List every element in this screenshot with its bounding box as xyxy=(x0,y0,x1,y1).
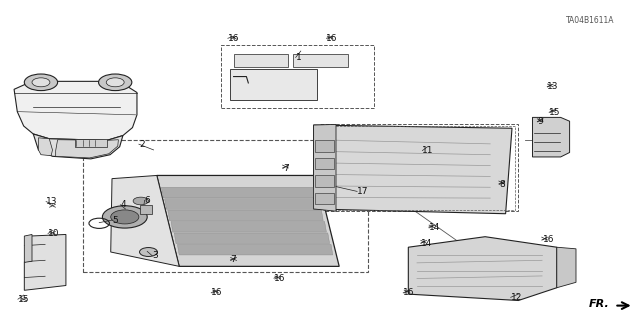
Text: 12: 12 xyxy=(511,293,522,302)
Polygon shape xyxy=(164,199,320,209)
Text: 15: 15 xyxy=(549,108,561,117)
Polygon shape xyxy=(140,205,152,214)
Text: 8: 8 xyxy=(499,180,505,189)
Bar xyxy=(315,193,334,204)
Bar xyxy=(315,140,334,152)
Bar xyxy=(293,54,348,67)
Polygon shape xyxy=(557,247,576,288)
Bar xyxy=(320,124,518,211)
Circle shape xyxy=(24,74,58,91)
Circle shape xyxy=(140,248,157,256)
Polygon shape xyxy=(174,233,330,243)
Text: 13: 13 xyxy=(547,82,559,91)
Text: 14: 14 xyxy=(429,223,440,232)
Text: FR.: FR. xyxy=(589,299,609,309)
Text: 16: 16 xyxy=(543,235,554,244)
Text: 16: 16 xyxy=(326,34,338,43)
Polygon shape xyxy=(157,175,339,266)
Polygon shape xyxy=(161,187,317,198)
Polygon shape xyxy=(33,134,123,159)
Text: 16: 16 xyxy=(211,288,223,297)
Polygon shape xyxy=(24,234,66,290)
Circle shape xyxy=(32,78,50,87)
Polygon shape xyxy=(14,81,137,140)
Polygon shape xyxy=(56,140,118,158)
Text: 7: 7 xyxy=(230,256,236,264)
Text: 16: 16 xyxy=(274,274,285,283)
Text: 11: 11 xyxy=(422,146,434,155)
Text: 17: 17 xyxy=(357,187,369,196)
Circle shape xyxy=(99,74,132,91)
Text: 4: 4 xyxy=(120,200,126,209)
Text: 16: 16 xyxy=(403,288,415,297)
Text: 15: 15 xyxy=(18,295,29,304)
Circle shape xyxy=(133,197,148,205)
Text: 6: 6 xyxy=(145,196,150,205)
Text: TA04B1611A: TA04B1611A xyxy=(566,16,614,25)
Bar xyxy=(234,54,288,67)
Polygon shape xyxy=(314,125,512,214)
Circle shape xyxy=(102,206,147,228)
Polygon shape xyxy=(111,175,179,266)
Polygon shape xyxy=(408,237,557,300)
Text: 7: 7 xyxy=(283,164,289,173)
Text: 14: 14 xyxy=(421,239,433,248)
Bar xyxy=(83,140,368,272)
Bar xyxy=(315,158,334,169)
Bar xyxy=(230,69,317,100)
Polygon shape xyxy=(532,117,570,157)
Bar xyxy=(315,175,334,187)
Polygon shape xyxy=(177,244,333,255)
Bar xyxy=(323,126,515,210)
Polygon shape xyxy=(314,124,336,211)
Text: 9: 9 xyxy=(538,117,543,126)
Text: 5: 5 xyxy=(112,216,118,225)
Circle shape xyxy=(106,78,124,87)
Polygon shape xyxy=(24,234,32,262)
Text: 1: 1 xyxy=(296,53,301,62)
Polygon shape xyxy=(38,138,52,156)
Text: 13: 13 xyxy=(46,197,58,206)
Bar xyxy=(75,139,107,147)
Text: 3: 3 xyxy=(152,251,158,260)
Polygon shape xyxy=(171,222,326,232)
Polygon shape xyxy=(168,210,323,221)
Text: 16: 16 xyxy=(228,34,239,43)
Circle shape xyxy=(111,210,139,224)
Bar xyxy=(221,45,374,108)
Text: 10: 10 xyxy=(48,229,60,238)
Text: 2: 2 xyxy=(139,140,145,149)
